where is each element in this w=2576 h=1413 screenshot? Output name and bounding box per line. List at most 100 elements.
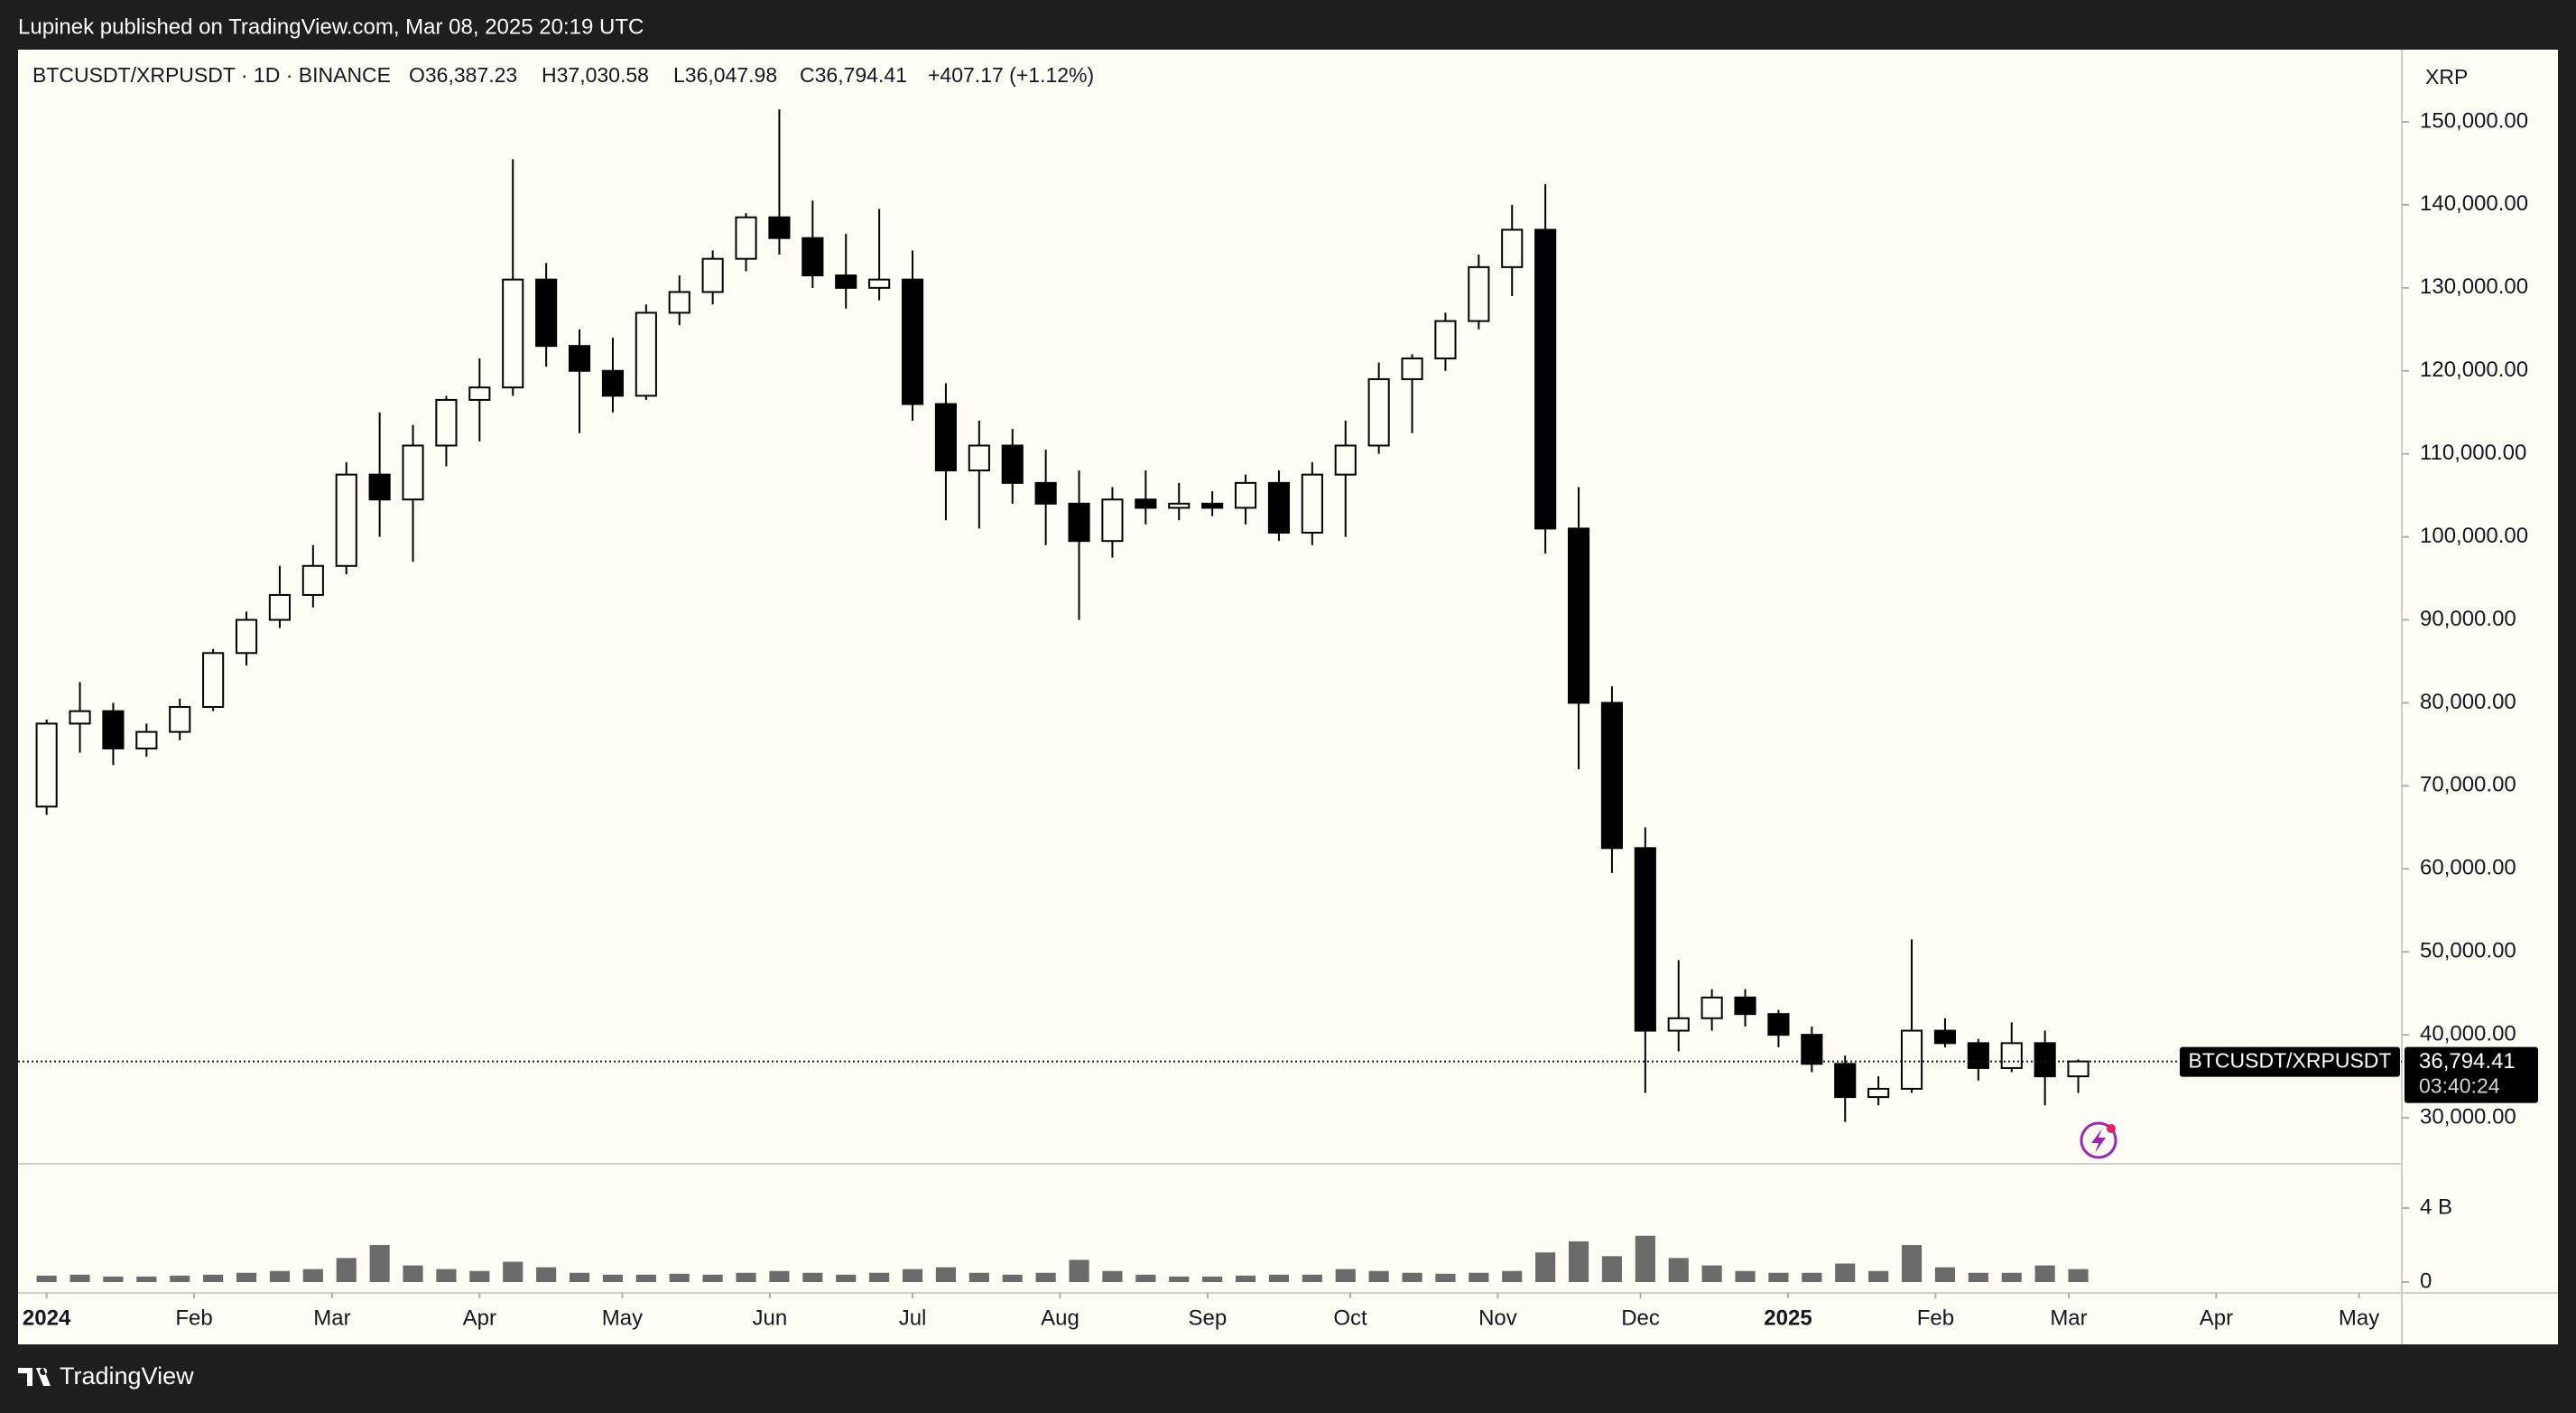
volume-bar	[1868, 1270, 1889, 1283]
currency: XRP	[2425, 65, 2468, 88]
x-tick-label: Sep	[1189, 1306, 1228, 1330]
candle-body	[735, 216, 757, 260]
candle-body	[1068, 502, 1090, 543]
x-tick-label: Aug	[1041, 1306, 1080, 1330]
candle-body	[235, 618, 258, 655]
price-tag: 36,794.41	[2419, 1049, 2516, 1074]
volume-bar	[503, 1261, 524, 1283]
volume-bar	[1901, 1245, 1923, 1283]
legend-low: L36,047.98	[673, 63, 777, 87]
candle-body	[2067, 1060, 2090, 1078]
legend-high: H37,030.58	[542, 63, 649, 87]
candle-body	[268, 593, 292, 621]
y-tick-label: 80,000.00	[2420, 690, 2516, 714]
candle-body	[1501, 228, 1524, 268]
candle-body	[835, 274, 857, 289]
candle-body	[1367, 377, 1390, 447]
x-tick-label: 2024	[23, 1306, 71, 1330]
volume-tick-label: 4 B	[2420, 1195, 2452, 1219]
candle-body	[901, 278, 924, 405]
volume-bar	[1235, 1275, 1256, 1283]
volume-bar	[935, 1267, 957, 1283]
volume-bar	[203, 1274, 224, 1283]
candle-body	[768, 216, 791, 239]
brand-name: TradingView	[60, 1362, 194, 1390]
volume-bar	[36, 1275, 57, 1283]
candle-body	[1101, 498, 1124, 543]
volume-bar	[836, 1274, 857, 1283]
y-tick-label: 30,000.00	[2420, 1104, 2516, 1129]
candle-body	[1468, 265, 1490, 322]
volume-tick-label: 0	[2420, 1269, 2432, 1293]
candle-body	[1767, 1013, 1790, 1037]
volume-bar	[569, 1272, 590, 1283]
volume-bar	[869, 1272, 890, 1283]
volume-bar	[635, 1274, 656, 1283]
x-tick-label: Feb	[175, 1306, 212, 1330]
volume-bar	[1735, 1270, 1756, 1283]
x-tick-label: Jul	[899, 1306, 927, 1330]
candle-body	[202, 652, 225, 709]
volume-bar	[769, 1270, 790, 1283]
x-tick-label: Dec	[1621, 1306, 1660, 1330]
volume-bar	[1335, 1269, 1356, 1283]
chart-area	[18, 50, 2558, 1344]
candle-body	[1301, 473, 1323, 535]
candle-body	[568, 345, 591, 372]
candle-body	[1634, 847, 1656, 1032]
y-tick-label: 40,000.00	[2420, 1021, 2516, 1046]
candle-body	[69, 710, 91, 725]
symbol: BTCUSDT/XRPUSDT · 1D · BINANCE	[32, 63, 391, 87]
volume-bar	[136, 1276, 157, 1283]
x-tick-label: Apr	[2200, 1306, 2233, 1330]
symbol-tag: BTCUSDT/XRPUSDT	[2189, 1049, 2392, 1073]
volume-bar	[1069, 1260, 1089, 1283]
x-tick-label: Jun	[753, 1306, 788, 1330]
candle-body	[1168, 502, 1191, 509]
volume-bar	[1835, 1263, 1856, 1283]
candle-body	[1900, 1029, 1923, 1090]
x-tick-label: Apr	[463, 1306, 496, 1330]
brand[interactable]: TradingView	[18, 1362, 194, 1390]
legend-close: C36,794.41	[800, 63, 907, 87]
volume-bar	[602, 1274, 624, 1283]
candle-body	[1734, 996, 1756, 1016]
icon-ring	[2080, 1121, 2117, 1159]
candle-body	[1534, 228, 1557, 530]
publisher: Lupinek published on TradingView.com, Ma…	[18, 14, 644, 39]
y-tick-label: 70,000.00	[2420, 773, 2516, 797]
candle-body	[102, 710, 125, 750]
candle-body	[2000, 1042, 2023, 1069]
y-tick-label: 90,000.00	[2420, 607, 2516, 631]
x-tick-label: Oct	[1333, 1306, 1367, 1330]
candle-body	[368, 473, 391, 501]
x-tick-label: May	[602, 1306, 643, 1330]
candle-body	[402, 444, 424, 501]
volume-bar	[436, 1269, 457, 1283]
volume-bar	[469, 1270, 490, 1283]
volume-bar	[403, 1265, 423, 1283]
candle-body	[1801, 1034, 1823, 1065]
candle-body	[701, 257, 724, 293]
y-tick-label: 100,000.00	[2420, 524, 2528, 548]
candle-body	[535, 278, 558, 348]
volume-bar	[1701, 1265, 1722, 1283]
x-tick-label: Feb	[1917, 1306, 1954, 1330]
volume-bar	[236, 1272, 257, 1283]
volume-bar	[1601, 1256, 1623, 1283]
alert-icon[interactable]	[2080, 1121, 2117, 1159]
x-tick-label: May	[2339, 1306, 2379, 1330]
volume-bar	[1002, 1274, 1023, 1283]
volume-bar	[369, 1245, 390, 1283]
volume-bar	[302, 1269, 323, 1283]
volume-bar	[1268, 1274, 1290, 1283]
volume-bar	[1668, 1258, 1689, 1283]
candle-body	[1700, 996, 1723, 1019]
y-tick-label: 110,000.00	[2420, 441, 2526, 465]
y-tick-label: 50,000.00	[2420, 939, 2516, 963]
candle-body	[1567, 527, 1590, 704]
volume-bar	[1502, 1270, 1523, 1283]
volume-bar	[69, 1274, 90, 1283]
